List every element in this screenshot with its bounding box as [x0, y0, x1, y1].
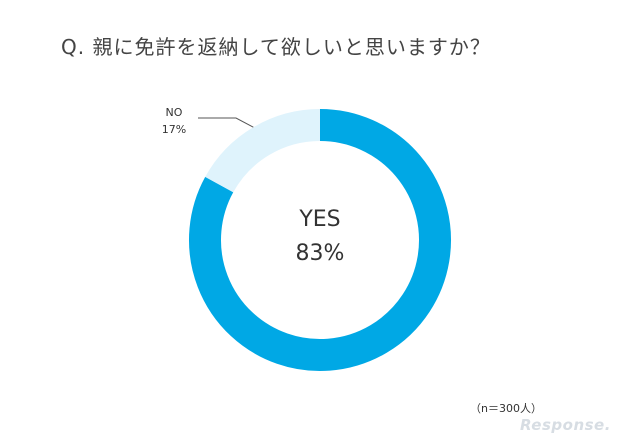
yes-percentage: 83%: [296, 241, 345, 266]
response-logo: Response.: [520, 416, 611, 434]
donut-slice-no: [205, 109, 321, 193]
no-label: NO: [166, 106, 183, 119]
donut-slice-yes: [189, 109, 451, 371]
chart-question-title: Q. 親に免許を返納して欲しいと思いますか？: [61, 35, 491, 59]
no-leader-line: [198, 117, 254, 128]
yes-label: YES: [298, 207, 340, 232]
no-percentage: 17%: [162, 123, 186, 136]
sample-size-note: （n＝300人）: [470, 402, 542, 415]
donut-slices: [189, 109, 451, 371]
